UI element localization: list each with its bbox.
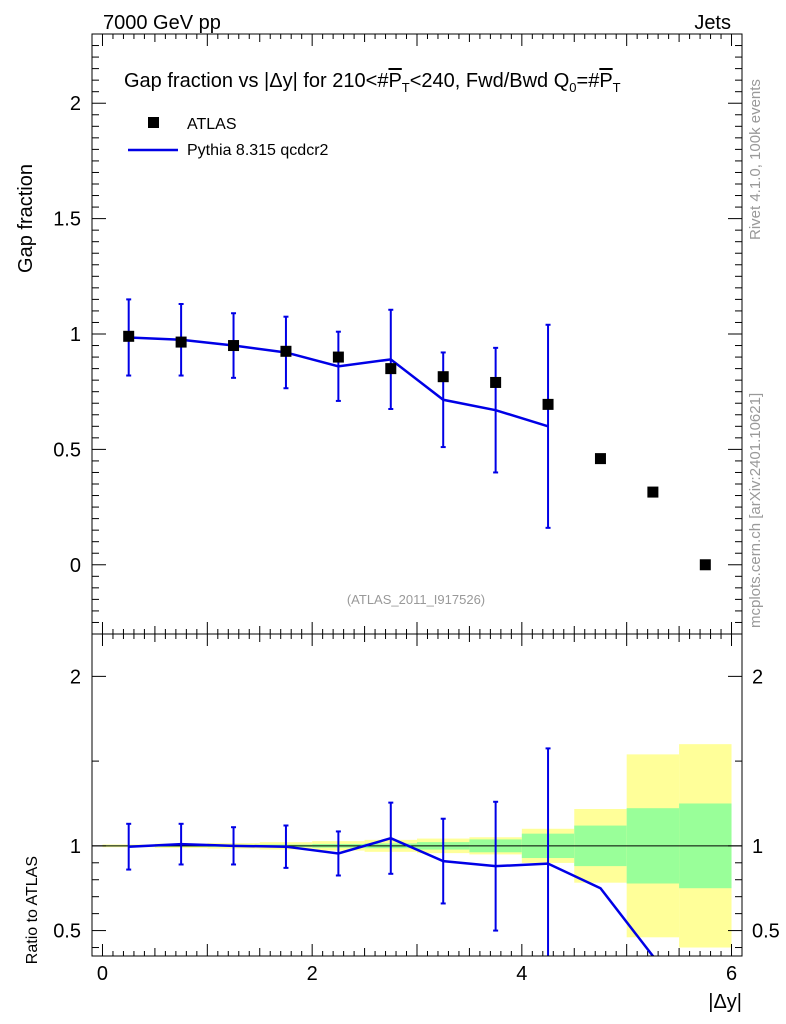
y-tick-label: 2: [70, 93, 81, 115]
legend-data-label: ATLAS: [187, 116, 237, 133]
header-collision-label: 7000 GeV pp: [103, 12, 221, 34]
data-point: [175, 336, 187, 348]
ratio-y-tick-label-right: 0.5: [752, 921, 780, 943]
x-axis-title: |Δy|: [708, 991, 742, 1013]
data-point: [437, 371, 449, 383]
y-tick-label: 0.5: [53, 439, 81, 461]
data-point: [385, 363, 397, 375]
data-point: [280, 345, 292, 357]
data-marks: [123, 298, 711, 956]
ratio-y-axis-title: Ratio to ATLAS: [24, 856, 41, 964]
y-axis-title: Gap fraction: [15, 164, 37, 273]
ratio-y-tick-label: 0.5: [53, 921, 81, 943]
x-tick-label: 0: [97, 963, 108, 985]
data-point: [699, 559, 711, 571]
data-point: [332, 351, 344, 363]
legend-data-marker: [148, 117, 159, 128]
data-point: [490, 376, 502, 388]
data-point: [594, 453, 606, 465]
mc-ratio-tail: [547, 862, 655, 956]
data-point: [647, 486, 659, 498]
x-tick-label: 2: [307, 963, 318, 985]
data-point: [228, 340, 240, 352]
x-tick-label: 6: [726, 963, 737, 985]
ratio-marks: [126, 747, 655, 956]
ratio-y-tick-label-right: 1: [752, 836, 763, 858]
rivet-version-label: Rivet 4.1.0, 100k events: [747, 79, 764, 240]
y-tick-label: 1.5: [53, 209, 81, 231]
ratio-y-tick-label: 2: [70, 666, 81, 688]
ratio-y-tick-label-right: 2: [752, 666, 763, 688]
x-tick-label: 4: [516, 963, 527, 985]
y-tick-label: 0: [70, 555, 81, 577]
ratio-y-tick-label: 1: [70, 836, 81, 858]
legend-mc-label: Pythia 8.315 qcdcr2: [187, 142, 329, 159]
chart-title: Gap fraction vs |Δy| for 210<#PT<240, Fw…: [124, 70, 621, 95]
mcplots-source-label: mcplots.cern.ch [arXiv:2401.10621]: [747, 393, 764, 628]
ratio-panel-frame: [91, 633, 743, 957]
data-point: [542, 398, 554, 410]
data-point: [123, 330, 135, 342]
header-process-label: Jets: [694, 12, 731, 34]
y-tick-label: 1: [70, 324, 81, 346]
analysis-watermark: (ATLAS_2011_I917526): [347, 592, 485, 607]
